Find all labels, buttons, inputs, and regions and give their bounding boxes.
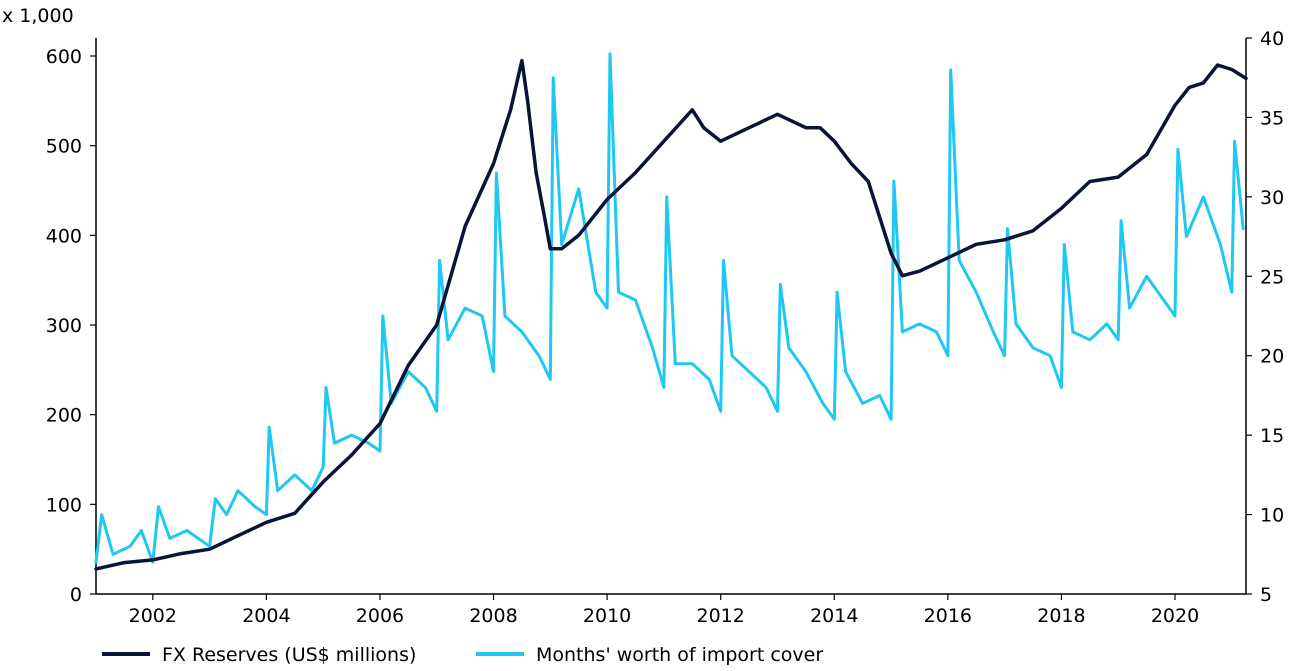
x-axis-ticks: 2002 2004 2006 2008 2010 2012 2014 2016 2018 2020 (129, 594, 1199, 627)
left-axis-unit-label: x 1,000 (2, 5, 74, 27)
right-tick-label: 10 (1260, 505, 1284, 527)
x-tick-label: 2006 (356, 605, 404, 627)
x-tick-label: 2014 (810, 605, 858, 627)
x-tick-label: 2012 (697, 605, 745, 627)
right-tick-label: 35 (1260, 107, 1284, 129)
series-lines (94, 52, 1248, 571)
legend: FX Reserves (US$ millions) Months' worth … (102, 644, 823, 666)
x-tick-label: 2016 (924, 605, 972, 627)
left-axis-ticks: 0 100 200 300 400 500 600 (46, 46, 96, 606)
left-tick-label: 100 (46, 494, 82, 516)
left-tick-label: 600 (46, 46, 82, 68)
legend-fx-reserves-label: FX Reserves (US$ millions) (162, 644, 416, 666)
right-tick-label: 25 (1260, 266, 1284, 288)
x-tick-label: 2008 (469, 605, 517, 627)
x-tick-label: 2002 (129, 605, 177, 627)
right-tick-label: 40 (1260, 28, 1284, 50)
legend-import-cover-label: Months' worth of import cover (536, 644, 823, 666)
x-tick-label: 2018 (1037, 605, 1085, 627)
x-tick-label: 2004 (242, 605, 290, 627)
import-cover-line (94, 52, 1245, 564)
left-tick-label: 300 (46, 315, 82, 337)
left-tick-label: 500 (46, 136, 82, 158)
left-tick-label: 200 (46, 405, 82, 427)
right-tick-label: 15 (1260, 425, 1284, 447)
x-tick-label: 2010 (583, 605, 631, 627)
right-axis-ticks: 5 10 15 20 25 30 35 40 (1246, 28, 1284, 606)
right-tick-label: 30 (1260, 187, 1284, 209)
fx-reserves-line (94, 58, 1248, 571)
x-tick-label: 2020 (1151, 605, 1199, 627)
left-tick-label: 400 (46, 225, 82, 247)
left-tick-label: 0 (70, 584, 82, 606)
right-tick-label: 5 (1260, 584, 1272, 606)
right-tick-label: 20 (1260, 346, 1284, 368)
